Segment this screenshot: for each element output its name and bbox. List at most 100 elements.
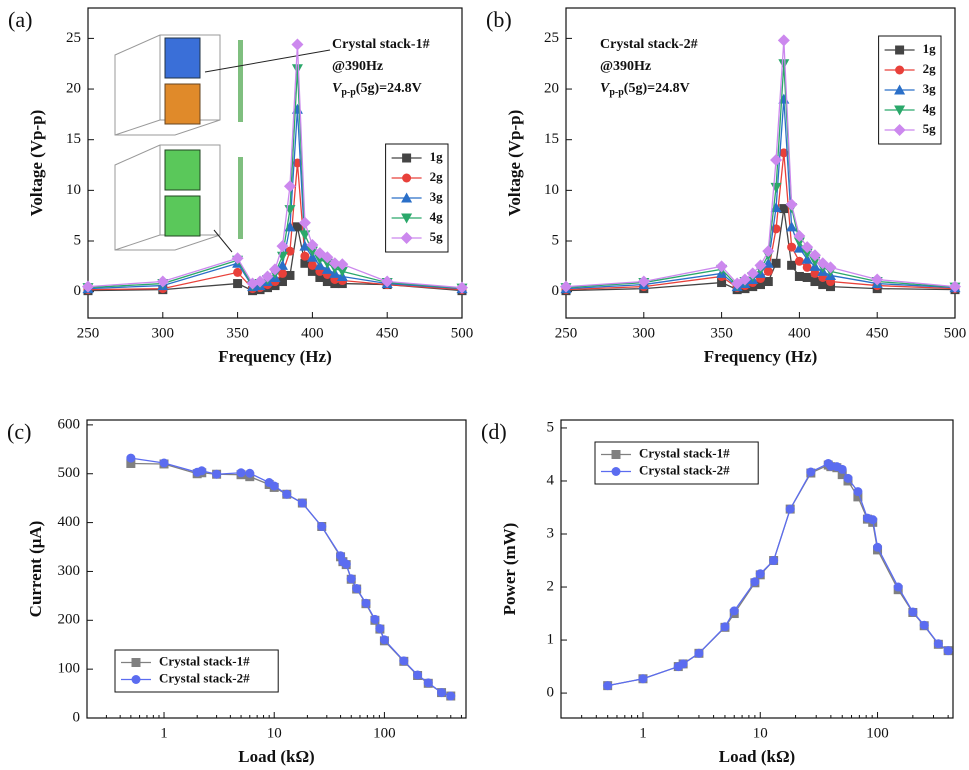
annotation-formula: Vp-p(5g)=24.8V (600, 81, 690, 98)
legend-label: 4g (923, 101, 937, 116)
x-tick-label: 500 (451, 325, 474, 341)
marker (612, 467, 621, 476)
formula-text: (5g)=24.8V (356, 81, 422, 96)
marker (795, 272, 804, 281)
legend: 1g2g3g4g5g (386, 144, 448, 252)
y-tick-label: 20 (544, 80, 559, 96)
marker (284, 180, 296, 192)
marker (197, 466, 206, 475)
marker (638, 674, 647, 683)
y-tick-label: 1 (547, 631, 555, 647)
legend: Crystal stack-1#Crystal stack-2# (595, 442, 758, 484)
x-tick-label: 400 (301, 325, 324, 341)
x-tick-label: 1 (160, 725, 168, 741)
legend-label: Crystal stack-2# (159, 670, 250, 685)
legend-label: Crystal stack-1# (159, 653, 250, 668)
y-tick-label: 100 (58, 661, 81, 677)
legend-label: 4g (430, 209, 444, 224)
marker (232, 252, 244, 264)
x-axis-label: Frequency (Hz) (704, 347, 817, 366)
annotation-formula: Vp-p(5g)=24.8V (332, 81, 422, 98)
legend: Crystal stack-1# Crystal stack-2# (115, 650, 278, 692)
marker (370, 615, 379, 624)
y-tick-label: 5 (74, 232, 82, 248)
y-tick-label: 500 (58, 465, 81, 481)
y-axis-label: Power (mW) (500, 523, 519, 616)
marker (437, 688, 446, 697)
marker (778, 34, 790, 46)
y-axis-label: Current (μA) (26, 521, 45, 618)
y-axis-label: Voltage (Vp-p) (505, 110, 524, 217)
legend-label: Crystal stack-1# (639, 445, 730, 460)
legend-label: 3g (923, 81, 937, 96)
annotation: @390Hz (600, 59, 651, 74)
marker (920, 621, 929, 630)
y-tick-label: 0 (74, 283, 82, 299)
marker (764, 277, 773, 286)
marker (603, 681, 612, 690)
x-tick-label: 450 (866, 325, 889, 341)
marker (934, 639, 943, 648)
x-tick-label: 250 (555, 325, 578, 341)
marker (786, 505, 795, 514)
annotation: Crystal stack-2# (600, 37, 698, 52)
figure: (a)2503003504004505000510152025Frequency… (0, 0, 969, 770)
x-tick-label: 400 (788, 325, 811, 341)
marker (160, 458, 169, 467)
marker (285, 247, 294, 256)
marker (399, 656, 408, 665)
marker (806, 467, 815, 476)
marker (375, 624, 384, 633)
x-axis-label: Frequency (Hz) (218, 347, 331, 366)
marker (769, 556, 778, 565)
marker (908, 607, 917, 616)
marker (787, 261, 796, 270)
marker (838, 465, 847, 474)
legend-label: 5g (430, 229, 444, 244)
marker (795, 257, 804, 266)
marker (380, 635, 389, 644)
y-tick-label: 10 (66, 182, 81, 198)
y-tick-label: 25 (544, 30, 559, 46)
y-tick-label: 2 (547, 578, 555, 594)
marker (894, 583, 903, 592)
marker (778, 59, 789, 69)
series-line (608, 465, 948, 686)
marker (730, 606, 739, 615)
y-tick-label: 400 (58, 514, 81, 530)
marker (844, 474, 853, 483)
y-tick-label: 0 (73, 709, 81, 725)
marker (291, 38, 303, 50)
y-tick-label: 3 (547, 525, 555, 541)
marker (402, 174, 411, 183)
y-tick-label: 4 (547, 472, 555, 488)
legend-label: 1g (923, 41, 937, 56)
x-tick-label: 250 (77, 325, 100, 341)
marker (853, 487, 862, 496)
x-tick-label: 100 (373, 725, 396, 741)
marker (237, 468, 246, 477)
marker (347, 574, 356, 583)
x-tick-label: 10 (753, 725, 768, 741)
panel-label: (c) (7, 419, 31, 444)
marker (873, 543, 882, 552)
x-tick-label: 350 (226, 325, 249, 341)
y-tick-label: 25 (66, 30, 81, 46)
marker (793, 230, 805, 242)
formula-subscript: p-p (609, 87, 624, 98)
marker (361, 599, 370, 608)
marker (868, 515, 877, 524)
annotation: @390Hz (332, 59, 383, 74)
marker (944, 646, 953, 655)
formula-subscript: p-p (341, 87, 356, 98)
x-tick-label: 450 (376, 325, 399, 341)
y-tick-label: 15 (544, 131, 559, 147)
legend-label: 2g (430, 169, 444, 184)
y-tick-label: 5 (547, 419, 555, 435)
marker (694, 649, 703, 658)
marker (787, 243, 796, 252)
marker (352, 584, 361, 593)
y-tick-label: 15 (66, 131, 81, 147)
x-tick-label: 300 (633, 325, 656, 341)
